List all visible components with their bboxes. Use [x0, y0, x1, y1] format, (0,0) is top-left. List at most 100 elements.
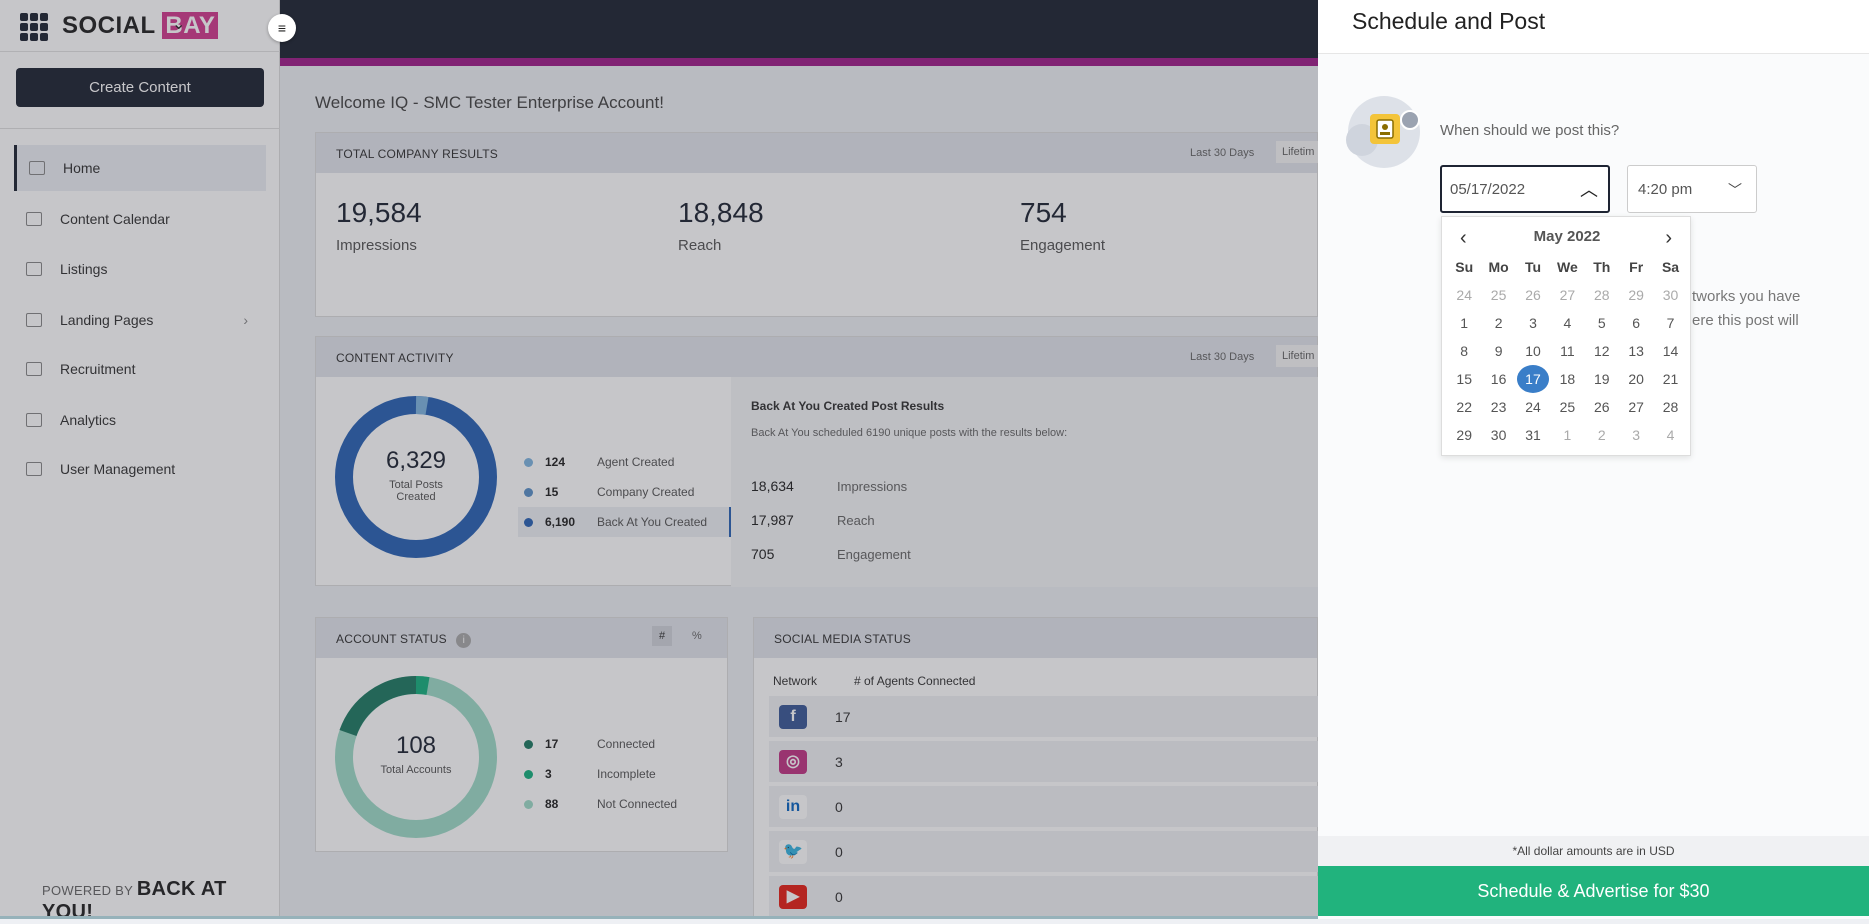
next-month-button[interactable]: ›: [1665, 227, 1672, 249]
calendar-day[interactable]: 15: [1456, 371, 1472, 387]
day-number: 17: [1516, 365, 1549, 393]
facebook-icon: f: [779, 704, 807, 729]
chevron-down-icon[interactable]: ⌄: [172, 16, 186, 33]
chevron-down-icon[interactable]: ﹀: [1728, 182, 1742, 198]
legend-value: 6,190: [545, 515, 576, 529]
calendar-day[interactable]: 31: [1525, 427, 1541, 443]
calendar-day[interactable]: 4: [1666, 427, 1675, 443]
result-row: 18,634 Impressions: [751, 469, 911, 503]
range-lifetime[interactable]: Lifetim: [1276, 345, 1321, 367]
sidebar-item-analytics[interactable]: Analytics: [14, 397, 266, 443]
calendar-day[interactable]: 27: [1628, 399, 1644, 415]
legend-label: Not Connected: [597, 797, 678, 811]
result-value: 17,987: [751, 512, 794, 528]
range-lifetime[interactable]: Lifetim: [1276, 141, 1321, 163]
calendar-day[interactable]: 23: [1490, 399, 1507, 415]
card-title: SOCIAL MEDIA STATUS: [774, 632, 911, 646]
card-title: TOTAL COMPANY RESULTS: [336, 147, 499, 161]
calendar-day[interactable]: 29: [1628, 287, 1644, 303]
twitter-icon: 🐦: [779, 839, 807, 864]
youtube-icon: ▶: [779, 884, 807, 909]
calendar-day[interactable]: 11: [1560, 343, 1575, 359]
calendar-day[interactable]: 25: [1490, 287, 1507, 303]
social-row: in 0: [769, 786, 1319, 827]
results-title: Back At You Created Post Results: [751, 399, 945, 413]
calendar-day[interactable]: 30: [1490, 427, 1507, 443]
info-icon[interactable]: i: [456, 633, 472, 648]
calendar-day[interactable]: 2: [1597, 427, 1606, 443]
calendar-day[interactable]: 14: [1662, 343, 1679, 359]
sidebar-item-label: Analytics: [60, 412, 117, 428]
calendar-day[interactable]: 1: [1460, 315, 1469, 331]
calendar-day[interactable]: 20: [1628, 371, 1644, 387]
calendar-day[interactable]: 25: [1559, 399, 1576, 415]
calendar-day[interactable]: 2: [1494, 315, 1503, 331]
calendar-day[interactable]: 29: [1456, 427, 1472, 443]
toggle-percent[interactable]: %: [692, 630, 702, 642]
bottom-line: [0, 916, 1869, 919]
calendar-day[interactable]: 13: [1628, 343, 1644, 359]
calendar-day[interactable]: 9: [1494, 343, 1503, 359]
calendar-day[interactable]: 16: [1490, 371, 1507, 387]
sidebar-item-recruitment[interactable]: Recruitment: [14, 346, 266, 392]
calendar-day[interactable]: 3: [1632, 427, 1641, 443]
social-row: 🐦 0: [769, 831, 1319, 872]
prev-month-button[interactable]: ‹: [1460, 227, 1467, 249]
result-row: 705 Engagement: [751, 537, 911, 571]
sidebar-item-label: Recruitment: [60, 361, 136, 377]
agent-count: 3: [835, 753, 843, 770]
datepicker: ‹ May 2022 › Su Mo Tu We Th Fr Sa 24 25 26 27 28 29 3…: [1441, 216, 1691, 456]
sidebar-item-listings[interactable]: Listings: [14, 246, 266, 292]
calendar-day[interactable]: 26: [1525, 287, 1541, 303]
accent-stripe: [280, 58, 1869, 66]
sidebar-item-landing-pages[interactable]: Landing Pages ›: [14, 297, 266, 343]
legend-dot: [524, 457, 533, 467]
posts-donut-chart: [335, 396, 497, 558]
weekday-header: Mo: [1488, 259, 1509, 275]
calendar-day[interactable]: 1: [1563, 427, 1572, 443]
chevron-right-icon[interactable]: ›: [243, 312, 248, 328]
create-content-button[interactable]: Create Content: [16, 68, 264, 107]
collapse-sidebar-icon[interactable]: ≡: [268, 14, 296, 42]
chevron-up-icon[interactable]: ︿: [1580, 180, 1598, 200]
calendar-day-selected[interactable]: 17: [1516, 365, 1550, 393]
schedule-advertise-button[interactable]: Schedule & Advertise for $30: [1318, 866, 1869, 916]
calendar-day[interactable]: 19: [1593, 371, 1610, 387]
sidebar-item-home[interactable]: Home: [14, 145, 266, 191]
instagram-icon: ◎: [779, 749, 807, 774]
calendar-day[interactable]: 24: [1525, 399, 1541, 415]
calendar-day[interactable]: 27: [1559, 287, 1576, 303]
calendar-day[interactable]: 21: [1662, 371, 1679, 387]
toggle-count[interactable]: #: [652, 626, 673, 646]
calendar-day[interactable]: 4: [1563, 315, 1572, 331]
calendar-day[interactable]: 5: [1597, 315, 1606, 331]
time-select[interactable]: 4:20 pm: [1627, 165, 1757, 213]
calendar-day[interactable]: 26: [1593, 399, 1610, 415]
calendar-day[interactable]: 28: [1593, 287, 1610, 303]
sidebar-item-label: Landing Pages: [60, 312, 154, 328]
range-last-30[interactable]: Last 30 Days: [1190, 147, 1255, 159]
weekday-header: We: [1556, 259, 1578, 275]
range-last-30[interactable]: Last 30 Days: [1190, 351, 1255, 363]
col-agents: # of Agents Connected: [854, 674, 976, 688]
calendar-day[interactable]: 28: [1662, 399, 1679, 415]
calendar-day[interactable]: 24: [1456, 287, 1472, 303]
date-input[interactable]: 05/17/2022: [1440, 165, 1610, 213]
calendar-day[interactable]: 3: [1529, 315, 1537, 331]
calendar-day[interactable]: 10: [1525, 343, 1541, 359]
calendar-day[interactable]: 22: [1456, 399, 1472, 415]
sidebar-item-content-calendar[interactable]: Content Calendar: [14, 196, 266, 242]
sidebar-item-user-management[interactable]: User Management: [14, 446, 266, 492]
post-question: When should we post this?: [1440, 122, 1620, 139]
calendar-day[interactable]: 30: [1662, 287, 1679, 303]
results-panel: Back At You Created Post Results Back At…: [731, 377, 1319, 587]
calendar-day[interactable]: 18: [1559, 371, 1576, 387]
calendar-day[interactable]: 8: [1460, 343, 1469, 359]
apps-grid-icon[interactable]: [20, 13, 48, 41]
calendar-day[interactable]: 7: [1666, 315, 1675, 331]
brand-logo: SOCIAL BAY: [62, 12, 219, 40]
weekday-header: Su: [1455, 259, 1474, 275]
calendar-day[interactable]: 12: [1593, 343, 1610, 359]
legend-item: 3 Incomplete: [518, 759, 718, 789]
calendar-day[interactable]: 6: [1632, 315, 1641, 331]
